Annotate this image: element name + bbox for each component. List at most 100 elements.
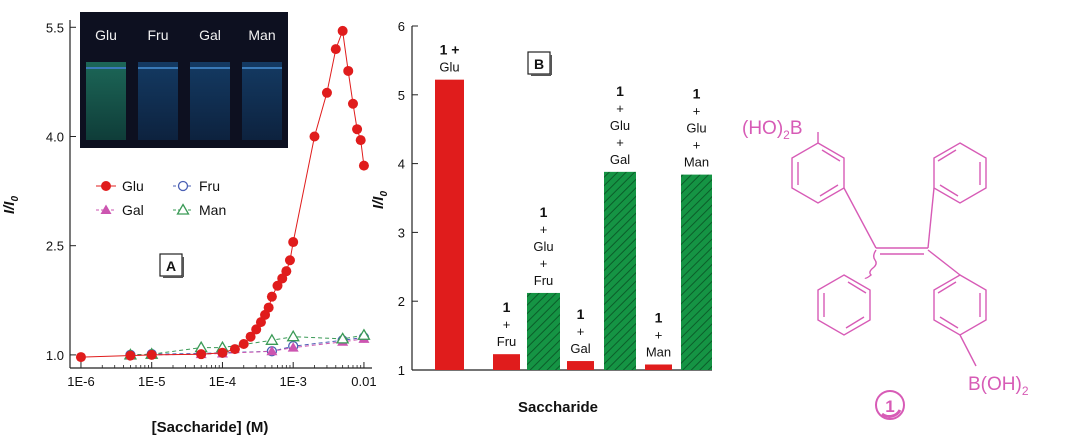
compound-number: 1 bbox=[885, 397, 894, 416]
legend-item-fru: Fru bbox=[173, 178, 220, 194]
bar-label: 1 + Glu + Fru bbox=[533, 204, 553, 288]
y-axis-title-main: I/I bbox=[370, 196, 387, 209]
bar-label: 1 + Gal bbox=[570, 306, 590, 356]
vial-label: Gal bbox=[199, 27, 221, 43]
vial-label: Fru bbox=[148, 27, 169, 43]
series-line bbox=[130, 334, 364, 356]
data-point bbox=[355, 135, 366, 146]
vial bbox=[86, 62, 126, 140]
panel-a-axes: 1E-6 1E-5 1E-4 1E-3 0.01 1.0 2.5 4.0 5.5 bbox=[46, 20, 377, 389]
vial bbox=[190, 62, 230, 140]
data-point bbox=[251, 324, 262, 335]
bar-label-line: + bbox=[693, 138, 701, 153]
data-point bbox=[284, 255, 295, 266]
bar-label-line: + bbox=[540, 222, 548, 237]
x-tick-label: 1E-6 bbox=[67, 374, 94, 389]
legend-marker bbox=[176, 203, 190, 215]
data-point bbox=[337, 25, 348, 36]
bar-label-line: Fru bbox=[534, 273, 554, 288]
y-axis-title-sub: 0 bbox=[379, 191, 390, 197]
legend-label: Man bbox=[199, 202, 226, 218]
y-tick-label: 2.5 bbox=[46, 239, 64, 254]
bar-label-line: 1 bbox=[503, 299, 511, 315]
x-tick-label: 1E-5 bbox=[138, 374, 165, 389]
data-point bbox=[255, 317, 266, 328]
panel-a-label-box: A bbox=[159, 253, 184, 278]
panel-b-bar-labels: 1 +Glu1+Fru1+Glu+Fru1+Gal1+Glu+Gal1+Man1… bbox=[439, 42, 709, 360]
panel-b-bar-chart: 1 2 3 4 5 6 1 + Glu 1 + Fru 1 + Glu + Fru 1 + Gal 1 + Glu + Ga… bbox=[370, 19, 712, 416]
legend-item-man: Man bbox=[173, 202, 226, 218]
benzene-ring-top-left bbox=[791, 142, 845, 204]
data-point bbox=[146, 349, 157, 360]
bond-line bbox=[927, 249, 961, 276]
data-point bbox=[343, 65, 354, 76]
benzene-ring-bottom-right bbox=[933, 274, 987, 336]
legend-marker bbox=[101, 181, 111, 191]
data-point bbox=[238, 338, 249, 349]
bar-label-line: Fru bbox=[497, 334, 517, 349]
panel-b-label: B bbox=[534, 56, 544, 72]
data-point bbox=[358, 160, 369, 171]
data-point bbox=[125, 350, 136, 361]
bar-label-line: Gal bbox=[570, 341, 590, 356]
svg-text:I/I0: I/I0 bbox=[370, 191, 390, 210]
y-axis-title-main: I/I bbox=[1, 201, 18, 214]
bar-label-line: + bbox=[655, 327, 663, 342]
bar-label-line: + bbox=[616, 101, 624, 116]
bar-label-line: Glu bbox=[686, 121, 706, 136]
bar-label-line: 1 bbox=[693, 86, 701, 102]
y-tick-label: 4.0 bbox=[46, 129, 64, 144]
panel-b-bars bbox=[435, 79, 712, 370]
tetraphenylethylene-diboronic-acid-structure bbox=[791, 132, 987, 367]
x-tick-label: 0.01 bbox=[351, 374, 376, 389]
data-point bbox=[229, 344, 240, 355]
data-point bbox=[286, 329, 300, 342]
bar-label-line: + bbox=[577, 324, 585, 339]
data-point bbox=[196, 349, 207, 360]
y-tick-label: 6 bbox=[398, 19, 405, 34]
data-point bbox=[265, 333, 279, 345]
double-bond-line bbox=[937, 281, 957, 294]
y-tick-label: 3 bbox=[398, 225, 405, 240]
top-boronic-acid-label: (HO)2B bbox=[742, 118, 803, 142]
data-point bbox=[272, 280, 283, 291]
bar-label-line: Glu bbox=[439, 60, 459, 75]
double-bond-line bbox=[847, 281, 867, 294]
bar bbox=[645, 364, 672, 370]
bar-label-line: Glu bbox=[533, 239, 553, 254]
bar bbox=[604, 171, 636, 370]
compound-number-badge: 1 bbox=[875, 390, 905, 420]
panel-b-x-axis-title: Saccharide bbox=[518, 399, 598, 416]
data-point bbox=[321, 87, 332, 98]
data-point bbox=[277, 273, 288, 284]
panel-b-label-box: B bbox=[527, 51, 552, 76]
panel-a-series bbox=[75, 25, 371, 363]
bar-label-line: + bbox=[540, 256, 548, 271]
vial-label: Glu bbox=[95, 27, 117, 43]
panel-a-legend: Glu Fru Gal Man bbox=[96, 178, 226, 218]
data-point bbox=[288, 237, 299, 248]
bar-label-line: 1 + bbox=[440, 42, 460, 58]
bar-label-line: + bbox=[616, 135, 624, 150]
bar-label: 1 + Man bbox=[646, 309, 671, 359]
bar bbox=[493, 354, 520, 370]
bar-label-line: Gal bbox=[610, 152, 630, 167]
panel-a-scatter-chart: Glu Fru Gal Man 1E-6 1E-5 1E-4 1E-3 0.01 1.0 2.5 4… bbox=[1, 12, 377, 436]
data-point bbox=[266, 345, 278, 356]
series-line bbox=[130, 336, 364, 356]
vial bbox=[138, 62, 178, 140]
legend-label: Fru bbox=[199, 178, 220, 194]
benzene-ring-top-right bbox=[933, 142, 987, 204]
bar bbox=[527, 292, 560, 370]
y-tick-label: 1 bbox=[398, 363, 405, 378]
data-point bbox=[266, 291, 277, 302]
legend-item-glu: Glu bbox=[96, 178, 144, 194]
double-bond-line bbox=[819, 184, 839, 197]
panel-b-y-axis-title: I/I0 bbox=[370, 191, 390, 210]
y-tick-label: 5.5 bbox=[46, 20, 64, 35]
panel-a-label: A bbox=[166, 258, 176, 274]
bar bbox=[681, 174, 712, 370]
y-tick-label: 5 bbox=[398, 88, 405, 103]
legend-marker bbox=[177, 180, 189, 192]
